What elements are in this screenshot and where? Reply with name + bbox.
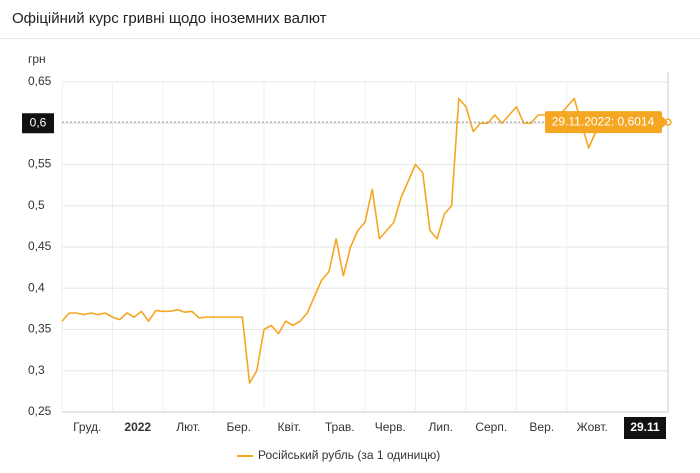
y-tick-label: 0,45 (28, 239, 52, 253)
y-tick-label: 0,5 (28, 198, 45, 212)
x-tick-label: Черв. (375, 420, 406, 434)
legend-label: Російський рубль (за 1 одиницю) (258, 448, 440, 462)
tooltip-arrow (662, 116, 668, 129)
x-tick-label: Бер. (226, 420, 251, 434)
y-tick-label: 0,3 (28, 363, 45, 377)
x-tick-label: Серп. (475, 420, 507, 434)
x-tick-label: 2022 (124, 420, 151, 434)
divider (0, 38, 700, 39)
x-tick-label: Груд. (73, 420, 101, 434)
y-tick-label: 0,6 (30, 115, 47, 129)
y-tick-label: 0,4 (28, 280, 45, 294)
y-tick-label: 0,25 (28, 404, 52, 418)
x-end-highlight (624, 417, 666, 439)
line (61, 97, 669, 384)
y-tick-highlight (22, 113, 54, 134)
chart-title: Офіційний курс гривні щодо іноземних вал… (12, 10, 327, 27)
y-tick-label: 0,55 (28, 157, 52, 171)
x-tick-label: Лют. (176, 420, 200, 434)
x-tick-label: Трав. (325, 420, 355, 434)
y-tick-label: 0,65 (28, 74, 52, 88)
x-tick-label: Жовт. (577, 420, 608, 434)
x-end-label: 29.11 (630, 420, 660, 434)
x-tick-label: Вер. (529, 420, 554, 434)
y-axis-label: грн (28, 52, 46, 66)
x-tick-label: Лип. (429, 420, 453, 434)
tooltip: 29.11.2022: 0,6014 (552, 114, 655, 128)
y-tick-label: 0,35 (28, 322, 52, 336)
x-tick-label: Квіт. (277, 420, 301, 434)
tooltip-box (545, 111, 662, 134)
